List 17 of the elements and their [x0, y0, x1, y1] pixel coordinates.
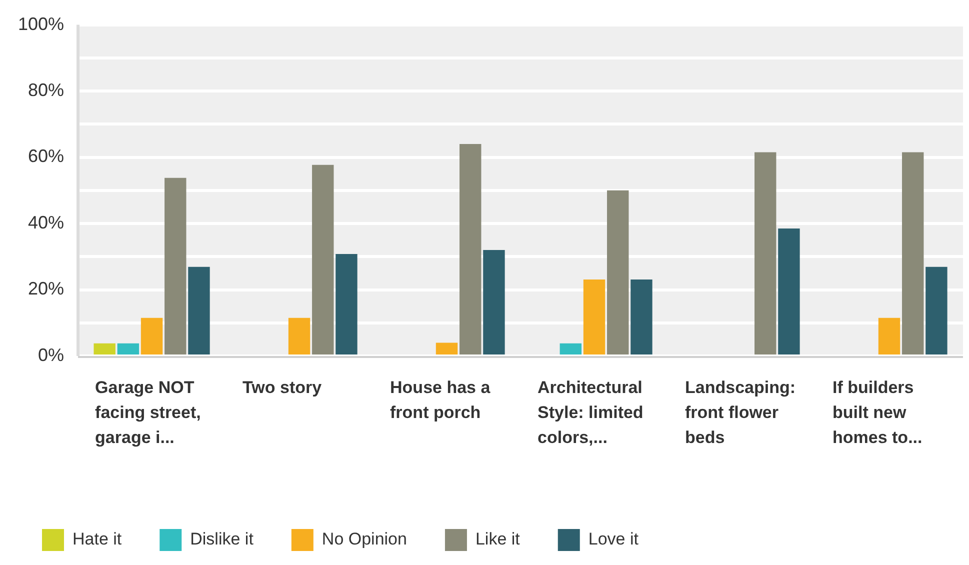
- y-tick-label: 100%: [18, 14, 64, 34]
- x-tick-label: Landscaping: front flower beds: [685, 378, 796, 448]
- legend-label: Like it: [475, 530, 520, 549]
- x-tick-label: If builders built new homes to...: [832, 378, 922, 448]
- x-tick-label: House has a front porch: [390, 378, 491, 422]
- x-tick-label: Two story: [242, 378, 322, 398]
- legend-label: Dislike it: [190, 530, 254, 549]
- x-tick-label: Garage NOT facing street, garage i...: [95, 378, 201, 448]
- y-tick-label: 0%: [38, 344, 64, 365]
- y-tick-label: 20%: [28, 278, 64, 299]
- legend-label: Love it: [588, 530, 639, 549]
- y-tick-label: 60%: [28, 146, 64, 166]
- legend-label: Hate it: [72, 530, 122, 549]
- x-tick-label: Architectural Style: limited colors,...: [538, 378, 644, 448]
- y-tick-label: 80%: [28, 80, 64, 100]
- legend-label: No Opinion: [322, 530, 407, 549]
- y-tick-label: 40%: [28, 212, 64, 232]
